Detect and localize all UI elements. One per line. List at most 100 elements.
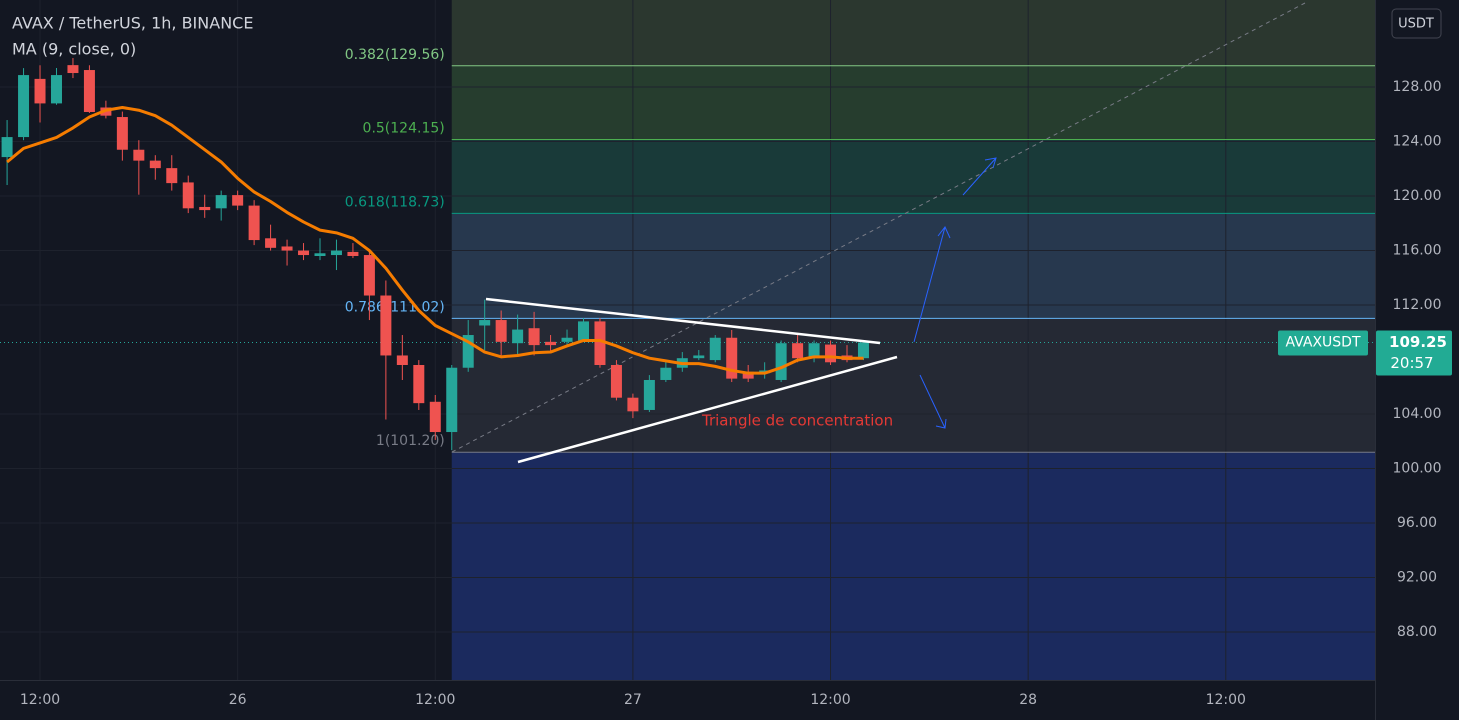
fib-zone [451,213,1375,319]
currency-button[interactable] [1391,8,1442,39]
axis-labels: 128.00 124.00 120.00 116.00 112.00 104.00 100.… [20,79,1442,708]
candle-body [808,343,820,359]
candle-body [512,329,524,344]
candle-body [265,238,277,248]
candle-body [18,75,30,138]
candle-body [166,168,178,184]
price-tag [1376,330,1452,376]
candle-body [857,342,869,359]
x-tick-label: 12:00 [1206,692,1246,708]
symbol-tag [1278,330,1368,356]
candle-body [34,78,46,104]
symbol-tag-label: AVAXUSDT [1286,335,1361,351]
chart-title: AVAX / TetherUS, 1h, BINANCE [12,14,253,33]
countdown: 20:57 [1390,354,1433,372]
candle-body [413,365,425,404]
y-tick-label: 92.00 [1397,570,1437,586]
candle-body [528,328,540,346]
candle-body [462,335,474,368]
grid [0,0,1375,680]
candle-body [446,367,458,433]
fib-zone [451,318,1375,453]
candle-body [825,344,837,363]
x-tick-label: 27 [624,692,642,708]
x-tick-label: 26 [229,692,247,708]
fib-label: 0.382(129.56) [345,47,445,63]
ma-line [6,105,864,375]
candle-body [330,250,342,256]
fib-zone [451,452,1375,680]
y-tick-label: 100.00 [1393,461,1442,477]
candle-body [347,251,359,257]
trend-projection [451,2,1306,453]
fib-zone [451,139,1375,214]
candle-body [643,379,655,410]
y-tick-label: 96.00 [1397,515,1437,531]
y-tick-label: 128.00 [1393,79,1442,95]
candle-body [396,355,408,366]
candles [0,58,1375,451]
candle-body [660,367,672,380]
candle-body [149,160,161,169]
candle-body [298,250,310,256]
triangle-lower [517,355,898,464]
candle-body [363,255,375,296]
candle-body [577,321,589,341]
candle-body [199,206,211,211]
y-tick-label: 112.00 [1393,297,1442,313]
arrows [913,157,997,429]
candle-body [116,117,128,150]
fib-zones [451,0,1375,680]
time-axis [0,680,1459,720]
y-tick-label: 124.00 [1393,134,1442,150]
candle-body [594,321,606,366]
x-tick-label: 12:00 [810,692,850,708]
candle-body [627,397,639,412]
fib-zone [451,0,1375,66]
x-tick-label: 28 [1019,692,1037,708]
candle-body [495,320,507,342]
candle-body [479,320,491,326]
arrow-down [919,374,947,429]
indicator-label: MA (9, close, 0) [12,40,136,59]
candle-body [380,295,392,356]
x-tick-label: 12:00 [20,692,60,708]
triangle-upper [485,297,881,345]
candle-body [429,401,441,433]
candle-body [775,343,787,380]
candle-body [281,246,293,251]
candle-body [248,205,260,241]
price-tag-label: 109.25 [1389,333,1447,351]
y-tick-label: 104.00 [1393,406,1442,422]
x-tick-label: 12:00 [415,692,455,708]
fib-label: 0.5(124.15) [363,121,445,137]
fib-label: 0.618(118.73) [345,194,445,210]
fib-zone [451,65,1375,140]
y-tick-label: 116.00 [1393,243,1442,259]
arrow-up [913,226,951,343]
candle-body [50,75,62,104]
candle-body [133,149,145,161]
currency-button-label: USDT [1398,17,1434,32]
candle-body [83,70,95,112]
candle-body [545,341,557,346]
candle-body [610,365,622,398]
candle-body [182,182,194,209]
annotation: Triangle de concentration [701,412,893,430]
candle-body [215,195,227,209]
candle-body [67,65,79,74]
candle-body [1,137,13,158]
fib-label: 0.786(111.02) [345,299,445,315]
candle-body [314,253,326,257]
candle-body [792,343,804,359]
y-tick-label: 88.00 [1397,624,1437,640]
arrow-target [962,157,997,196]
candle-body [693,355,705,359]
price-tag: AVAXUSDT 109.25 20:57 [1278,330,1452,376]
candle-body [561,337,573,342]
y-tick-label: 120.00 [1393,188,1442,204]
candle-body [709,337,721,361]
candle-body [742,371,754,379]
fib-label: 1(101.20) [376,433,445,449]
